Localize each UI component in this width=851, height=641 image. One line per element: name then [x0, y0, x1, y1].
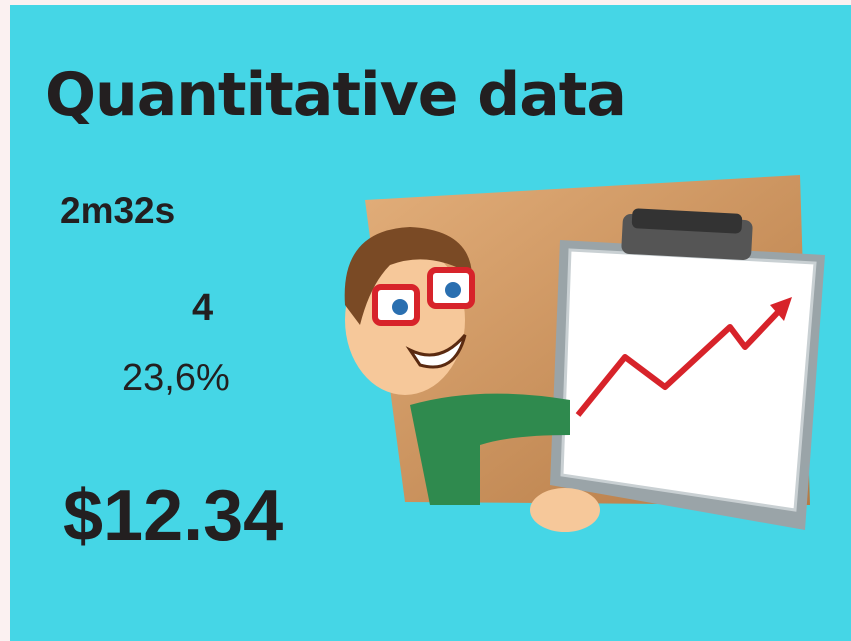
metric: 4 [192, 287, 213, 330]
hand [530, 488, 600, 532]
slide: Quantitative data 2m32s 4 23,6% $12.34 [10, 5, 851, 641]
eye [392, 299, 408, 315]
eye [445, 282, 461, 298]
paper [562, 250, 815, 510]
title: Quantitative data [45, 60, 626, 130]
metric: $12.34 [63, 475, 283, 557]
metric: 2m32s [60, 190, 175, 232]
page: Quantitative data 2m32s 4 23,6% $12.34 (… [0, 0, 851, 641]
metric: 23,6% [122, 357, 230, 400]
